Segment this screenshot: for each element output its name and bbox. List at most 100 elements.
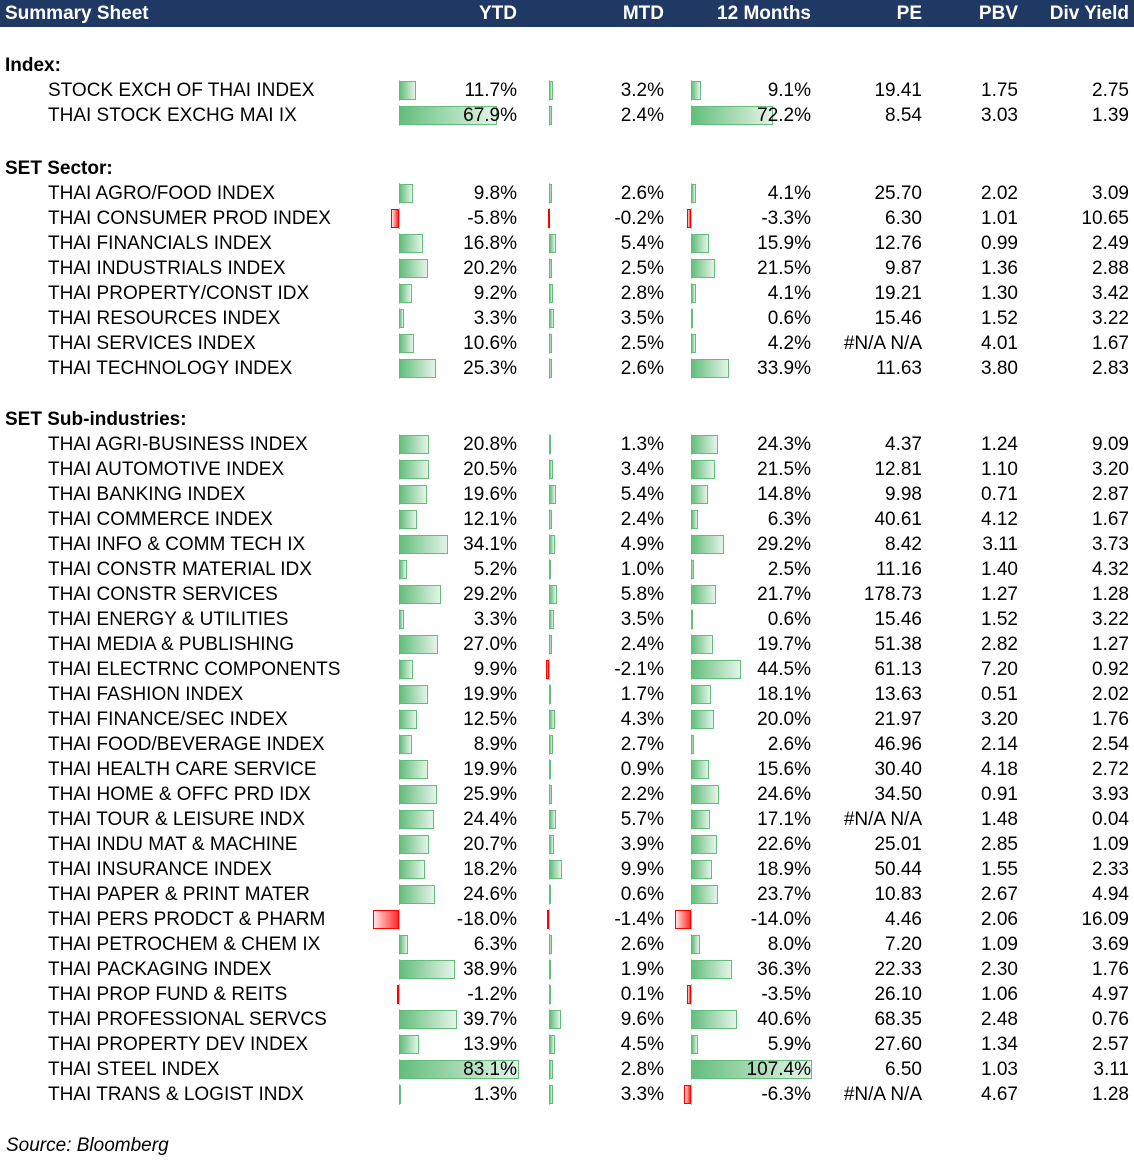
ytd-value: 10.6%	[463, 333, 517, 354]
12-months-value: 44.5%	[757, 659, 811, 680]
ytd-data-bar	[399, 660, 414, 679]
12-months-data-bar	[687, 209, 691, 228]
ytd-data-bar	[399, 1010, 457, 1029]
ytd-value: 6.3%	[473, 934, 517, 955]
index-name: THAI FOOD/BEVERAGE INDEX	[48, 734, 325, 755]
mtd-value: -2.1%	[614, 659, 664, 680]
div-yield-value: 2.87	[1092, 484, 1129, 505]
pe-value: 8.42	[885, 534, 922, 555]
ytd-value: 25.3%	[463, 358, 517, 379]
index-name: THAI PROFESSIONAL SERVCS	[48, 1009, 327, 1030]
index-name: THAI INSURANCE INDEX	[48, 859, 272, 880]
ytd-value: -1.2%	[467, 984, 517, 1005]
column-header-12-months: 12 Months	[717, 3, 811, 24]
mtd-value: 4.3%	[620, 709, 664, 730]
mtd-data-bar	[548, 209, 550, 228]
index-name: THAI INDUSTRIALS INDEX	[48, 258, 286, 279]
12-months-data-bar	[691, 234, 709, 253]
table-row: THAI INDU MAT & MACHINE 20.7% 3.9% 22.6% 25.…	[0, 832, 1134, 857]
pe-value: 51.38	[874, 634, 922, 655]
12-months-value: 18.1%	[757, 684, 811, 705]
div-yield-value: 3.11	[1093, 1059, 1129, 1080]
mtd-data-bar	[549, 259, 553, 278]
12-months-value: 6.3%	[767, 509, 811, 530]
div-yield-value: 4.97	[1092, 984, 1129, 1005]
ytd-value: 19.9%	[463, 684, 517, 705]
column-header-ytd: YTD	[479, 3, 517, 24]
mtd-data-bar	[549, 985, 551, 1004]
div-yield-value: 1.76	[1092, 959, 1129, 980]
12-months-data-bar	[691, 510, 699, 529]
index-name: THAI CONSTR SERVICES	[48, 584, 278, 605]
ytd-data-bar	[399, 81, 416, 100]
index-name: THAI FASHION INDEX	[48, 684, 244, 705]
index-name: THAI STOCK EXCHG MAI IX	[48, 105, 297, 126]
ytd-value: 12.1%	[463, 509, 517, 530]
table-row: THAI INSURANCE INDEX 18.2% 9.9% 18.9% 50.44 1…	[0, 857, 1134, 882]
table-row: STOCK EXCH OF THAI INDEX 11.7% 3.2% 9.1% 19.…	[0, 78, 1134, 103]
ytd-value: 9.9%	[473, 659, 517, 680]
mtd-data-bar	[549, 81, 554, 100]
pe-value: 11.16	[875, 559, 922, 580]
index-name: THAI MEDIA & PUBLISHING	[48, 634, 294, 655]
12-months-data-bar	[691, 785, 719, 804]
table-row: THAI PAPER & PRINT MATER 24.6% 0.6% 23.7% 10…	[0, 882, 1134, 907]
div-yield-value: 2.83	[1092, 358, 1129, 379]
12-months-value: 15.9%	[757, 233, 811, 254]
div-yield-value: 2.57	[1092, 1034, 1129, 1055]
12-months-value: 0.6%	[767, 308, 811, 329]
pe-value: 30.40	[874, 759, 922, 780]
12-months-data-bar	[691, 710, 714, 729]
index-name: THAI COMMERCE INDEX	[48, 509, 273, 530]
mtd-value: 4.9%	[620, 534, 664, 555]
pbv-value: 2.48	[981, 1009, 1018, 1030]
pbv-value: 0.99	[981, 233, 1018, 254]
12-months-value: 24.3%	[757, 434, 811, 455]
12-months-data-bar	[691, 810, 711, 829]
mtd-value: -1.4%	[614, 909, 664, 930]
ytd-data-bar	[399, 510, 417, 529]
ytd-data-bar	[399, 585, 442, 604]
pe-value: 22.33	[874, 959, 922, 980]
mtd-value: 2.8%	[620, 1059, 664, 1080]
12-months-value: 14.8%	[757, 484, 811, 505]
ytd-axis-line	[399, 909, 400, 930]
ytd-value: 39.7%	[463, 1009, 517, 1030]
pbv-value: 1.40	[981, 559, 1018, 580]
mtd-data-bar	[549, 535, 556, 554]
index-name: THAI AGRI-BUSINESS INDEX	[48, 434, 308, 455]
index-name: THAI FINANCIALS INDEX	[48, 233, 272, 254]
table-row: THAI TRANS & LOGIST INDX 1.3% 3.3% -6.3% #N/…	[0, 1082, 1134, 1107]
mtd-data-bar	[549, 1035, 555, 1054]
12-months-data-bar	[691, 635, 714, 654]
pbv-value: 2.30	[981, 959, 1018, 980]
12-months-value: 72.2%	[757, 105, 811, 126]
div-yield-value: 3.93	[1092, 784, 1129, 805]
div-yield-value: 2.72	[1092, 759, 1129, 780]
ytd-data-bar	[399, 885, 435, 904]
ytd-data-bar	[399, 685, 428, 704]
index-name: THAI HOME & OFFC PRD IDX	[48, 784, 311, 805]
index-name: THAI TOUR & LEISURE INDX	[48, 809, 305, 830]
12-months-value: 9.1%	[767, 80, 811, 101]
ytd-data-bar	[399, 259, 429, 278]
div-yield-value: 3.22	[1092, 609, 1129, 630]
ytd-data-bar	[399, 835, 429, 854]
table-row: THAI PERS PRODCT & PHARM -18.0% -1.4% -14.0…	[0, 907, 1134, 932]
ytd-value: 5.2%	[473, 559, 517, 580]
pe-value: 25.01	[874, 834, 922, 855]
pbv-value: 1.34	[981, 1034, 1018, 1055]
mtd-value: -0.2%	[614, 208, 664, 229]
mtd-data-bar	[549, 885, 551, 904]
pe-value: 10.83	[874, 884, 922, 905]
div-yield-value: 3.20	[1092, 459, 1129, 480]
pe-value: 6.50	[885, 1059, 922, 1080]
pe-value: 11.63	[875, 358, 922, 379]
mtd-data-bar	[549, 485, 557, 504]
div-yield-value: 3.22	[1092, 308, 1129, 329]
pbv-value: 4.01	[981, 333, 1018, 354]
pe-value: 61.13	[874, 659, 922, 680]
div-yield-value: 16.09	[1081, 909, 1129, 930]
mtd-value: 3.4%	[620, 459, 664, 480]
mtd-value: 1.9%	[620, 959, 664, 980]
